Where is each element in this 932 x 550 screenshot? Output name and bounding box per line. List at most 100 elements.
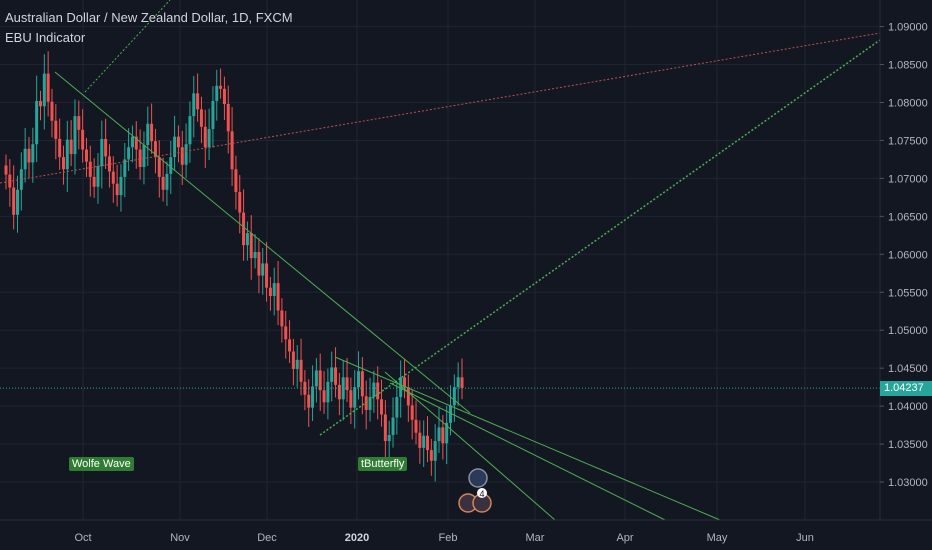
candle-body bbox=[111, 171, 115, 184]
candle-body bbox=[4, 165, 8, 175]
candle-body bbox=[429, 450, 433, 461]
last-price-tag: 1.04237 bbox=[880, 381, 932, 396]
candle-body bbox=[157, 157, 161, 177]
candle-body bbox=[322, 390, 326, 403]
candle-body bbox=[449, 405, 453, 423]
y-axis[interactable]: 1.09000 1.08500 1.08000 1.07500 1.07000 1.065… bbox=[880, 22, 928, 489]
trend-lines bbox=[0, 0, 881, 521]
candle-body bbox=[414, 419, 418, 433]
candle-body bbox=[395, 397, 399, 418]
candle-body bbox=[299, 359, 303, 382]
candle-body bbox=[100, 138, 104, 167]
butterfly-label[interactable]: tButterfly bbox=[358, 457, 408, 471]
candle-body bbox=[460, 377, 464, 388]
candle-body bbox=[372, 382, 376, 398]
candle-body bbox=[437, 427, 441, 442]
y-tick-label: 1.05000 bbox=[888, 325, 928, 337]
y-tick-label: 1.05500 bbox=[888, 287, 928, 299]
candle-body bbox=[268, 287, 272, 297]
y-tick-label: 1.06000 bbox=[888, 249, 928, 261]
x-tick-label: Oct bbox=[74, 532, 91, 544]
candle-body bbox=[242, 212, 246, 246]
candle-body bbox=[211, 100, 215, 130]
candle-body bbox=[456, 377, 460, 388]
candle-body bbox=[15, 189, 19, 215]
y-tick-label: 1.04000 bbox=[888, 401, 928, 413]
y-tick-label: 1.06500 bbox=[888, 211, 928, 223]
candle-body bbox=[188, 116, 192, 145]
candle-body bbox=[376, 382, 380, 400]
candle-body bbox=[284, 326, 288, 340]
candle-body bbox=[58, 138, 62, 158]
candle-body bbox=[418, 432, 422, 448]
candle-body bbox=[199, 109, 203, 127]
candle-body bbox=[399, 377, 403, 398]
candle-body bbox=[230, 131, 234, 170]
candle-body bbox=[161, 176, 165, 190]
candle-body bbox=[81, 129, 85, 150]
candle-body bbox=[249, 233, 253, 259]
candle-body bbox=[119, 176, 123, 196]
y-tick-label: 1.08500 bbox=[888, 60, 928, 72]
au-flag-icon bbox=[468, 468, 488, 488]
candle-body bbox=[353, 387, 357, 408]
candle-body bbox=[150, 123, 154, 142]
candle-body bbox=[46, 73, 50, 102]
wolfe-wave-label[interactable]: Wolfe Wave bbox=[69, 457, 134, 471]
chart-title: Australian Dollar / New Zealand Dollar, … bbox=[5, 10, 293, 25]
candle-body bbox=[368, 397, 372, 410]
candle-body bbox=[196, 93, 200, 110]
green-dotted-line-upper bbox=[84, 0, 171, 93]
candle-body bbox=[61, 157, 65, 170]
candle-body bbox=[38, 100, 42, 107]
candle-body bbox=[142, 144, 146, 168]
y-tick-label: 1.04500 bbox=[888, 363, 928, 375]
green-dotted-channel-line bbox=[319, 39, 881, 436]
candle-body bbox=[280, 310, 284, 327]
candle-body bbox=[12, 187, 16, 215]
candle-body bbox=[311, 386, 315, 408]
candle-body bbox=[127, 147, 131, 160]
candle-body bbox=[452, 387, 456, 406]
candle-body bbox=[226, 104, 230, 132]
x-axis[interactable]: Oct Nov Dec 2020 Feb Mar Apr May Jun bbox=[74, 532, 813, 544]
candle-body bbox=[115, 183, 119, 196]
x-tick-label: Nov bbox=[170, 532, 190, 544]
candle-body bbox=[73, 116, 77, 155]
x-tick-label: Dec bbox=[257, 532, 277, 544]
candle-body bbox=[410, 405, 414, 420]
candle-body bbox=[35, 100, 39, 145]
candle-body bbox=[153, 141, 157, 158]
y-tick-label: 1.09000 bbox=[888, 22, 928, 34]
event-markers[interactable]: 4 bbox=[458, 468, 492, 513]
candle-body bbox=[88, 161, 92, 177]
y-tick-label: 1.03000 bbox=[888, 477, 928, 489]
candle-body bbox=[84, 149, 88, 162]
candle-body bbox=[180, 147, 184, 165]
candle-body bbox=[357, 371, 361, 388]
y-tick-label: 1.08000 bbox=[888, 97, 928, 109]
candle-body bbox=[422, 435, 426, 448]
candle-body bbox=[326, 381, 330, 403]
candle-body bbox=[138, 149, 142, 168]
candle-body bbox=[391, 417, 395, 435]
candle-body bbox=[445, 422, 449, 444]
candle-body bbox=[104, 138, 108, 157]
y-tick-label: 1.07500 bbox=[888, 135, 928, 147]
x-tick-label: Mar bbox=[526, 532, 545, 544]
candle-body bbox=[406, 387, 410, 406]
candle-body bbox=[123, 159, 127, 177]
candle-body bbox=[92, 176, 96, 187]
green-trendline-steep bbox=[384, 371, 556, 521]
indicator-label[interactable]: EBU Indicator bbox=[5, 30, 86, 45]
candle-body bbox=[65, 139, 69, 170]
candle-body bbox=[349, 390, 353, 408]
wolfe-wave-trendline bbox=[54, 71, 471, 414]
candle-body bbox=[441, 427, 445, 444]
candle-body bbox=[433, 441, 437, 461]
x-tick-label: Apr bbox=[616, 532, 633, 544]
candle-body bbox=[42, 73, 46, 107]
candle-body bbox=[27, 148, 31, 163]
